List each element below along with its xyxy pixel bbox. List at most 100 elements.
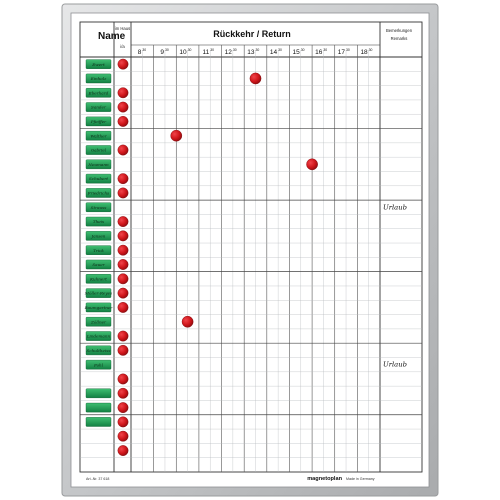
name-label-text: Neumann (87, 162, 109, 167)
name-label-strip[interactable]: Sander (85, 102, 112, 112)
name-label-text: Friedrichs (87, 191, 109, 196)
name-label-strip[interactable]: Jansen (85, 231, 112, 241)
hour-label: 17 (338, 49, 346, 56)
name-label-text: Einholz (90, 76, 107, 81)
in-house-magnet[interactable] (117, 87, 129, 99)
name-label-text: Schultheiss (87, 348, 111, 353)
name-label-text: Schubert (89, 176, 108, 181)
name-label-text: Gabriel (91, 148, 107, 153)
in-house-magnet[interactable] (117, 244, 129, 256)
minute-label: 30 (323, 48, 327, 52)
hour-label: 11 (202, 49, 209, 56)
return-time-magnet[interactable] (170, 129, 183, 142)
name-label-strip[interactable]: Pfeiffer (85, 116, 112, 127)
name-label-text: Sauer (92, 262, 105, 267)
in-house-magnet[interactable] (117, 259, 129, 270)
article-number: Art.-Nr. 37 618 (86, 477, 109, 481)
in-house-magnet[interactable] (117, 173, 129, 185)
name-rows: Ewert Einholz Eberhard Sander Pfeiffer Walthe… (84, 58, 407, 456)
in-house-magnet[interactable] (117, 187, 129, 199)
return-time-magnet[interactable] (249, 72, 262, 85)
in-house-magnet[interactable] (117, 58, 129, 70)
minute-label: 30 (165, 48, 169, 52)
name-label-text: Sander (91, 105, 107, 110)
name-label-text: Baumgartner (84, 305, 114, 310)
in-house-magnet[interactable] (117, 373, 129, 385)
name-label-text: Pfeiffer (90, 119, 107, 124)
name-label-strip[interactable]: Zöllner (85, 316, 112, 327)
name-label-strip[interactable]: Einholz (85, 73, 112, 84)
name-label-strip[interactable]: Ewert (85, 59, 112, 69)
name-label-text: Lindemann (86, 334, 111, 339)
header-in-house-bottom: i/a (120, 44, 125, 49)
in-house-magnet[interactable] (117, 416, 129, 428)
name-label-strip[interactable] (85, 417, 112, 427)
name-label-strip[interactable]: Kuhnert (85, 274, 112, 284)
header-remarks-en: Remarks (391, 36, 408, 41)
name-label-text: Strauss (91, 205, 107, 210)
minute-label: 30 (233, 48, 237, 52)
name-label-strip[interactable]: Schultheiss (85, 345, 112, 356)
name-label-strip[interactable]: Möller-Reyes (84, 288, 112, 298)
in-house-magnet[interactable] (117, 445, 129, 456)
name-label-strip[interactable]: Strauss (85, 202, 112, 213)
hour-label: 10 (179, 49, 187, 56)
minute-label: 30 (256, 48, 260, 52)
header-remarks-de: Bemerkungen (386, 28, 413, 33)
in-house-magnet[interactable] (117, 344, 129, 356)
remark-text: Urlaub (383, 203, 407, 211)
table-outline (79, 21, 423, 473)
name-label-strip[interactable]: Trick (85, 245, 112, 255)
minute-label: 30 (346, 48, 350, 52)
in-house-magnet[interactable] (117, 101, 129, 113)
name-label-strip[interactable]: Friedrichs (85, 188, 112, 198)
minute-label: 30 (369, 48, 373, 52)
in-house-magnet[interactable] (117, 144, 129, 156)
name-label-strip[interactable] (85, 388, 112, 399)
minute-label: 30 (301, 48, 305, 52)
in-house-magnet[interactable] (117, 216, 129, 227)
name-label-strip[interactable]: Gabriel (85, 145, 112, 155)
in-house-magnet[interactable] (117, 302, 129, 313)
name-label-strip[interactable]: Neumann (85, 159, 112, 170)
name-label-text: Theis (93, 219, 104, 224)
name-label-text: Jansen (91, 233, 106, 238)
return-time-magnet[interactable] (306, 158, 318, 171)
hour-label: 18 (360, 49, 368, 56)
return-time-magnet[interactable] (181, 315, 194, 328)
remark-text: Urlaub (383, 361, 407, 369)
in-house-magnet[interactable] (117, 387, 129, 399)
name-label-strip[interactable]: Eberhard (85, 88, 112, 98)
in-house-magnet[interactable] (117, 330, 129, 342)
in-house-magnet[interactable] (117, 230, 129, 242)
name-label-strip[interactable]: Theis (85, 216, 112, 227)
in-house-magnet[interactable] (117, 287, 129, 299)
name-label-strip[interactable]: Pohl (85, 359, 112, 370)
header-in-house-top: im Haus (115, 26, 130, 31)
name-label-strip[interactable]: Schubert (85, 173, 112, 184)
name-label-text: Walther (90, 133, 107, 138)
in-house-magnet[interactable] (117, 115, 129, 127)
minute-label: 30 (142, 48, 146, 52)
made-in-label: Made in Germany (346, 477, 375, 481)
in-house-magnet[interactable] (117, 402, 129, 414)
name-label-text: Ewert (91, 62, 105, 67)
name-label-strip[interactable] (85, 402, 112, 413)
hour-label: 8 (138, 49, 142, 56)
minute-label: 30 (188, 48, 192, 52)
name-label-strip[interactable]: Sauer (85, 259, 112, 270)
name-label-strip[interactable]: Walther (85, 130, 112, 141)
name-label-text: Kuhnert (89, 276, 107, 281)
grid-lines (79, 21, 423, 473)
hour-label: 14 (270, 49, 278, 56)
in-house-magnet[interactable] (117, 273, 129, 285)
name-label-strip[interactable]: Baumgartner (84, 302, 114, 313)
in-house-magnet[interactable] (117, 430, 129, 442)
minute-label: 30 (210, 48, 214, 52)
hour-label: 9 (160, 49, 164, 56)
name-label-strip[interactable]: Lindemann (85, 331, 112, 341)
name-label-text: Pohl (93, 362, 104, 367)
header-return: Rückkehr / Return (213, 29, 291, 39)
hour-label: 16 (315, 49, 323, 56)
